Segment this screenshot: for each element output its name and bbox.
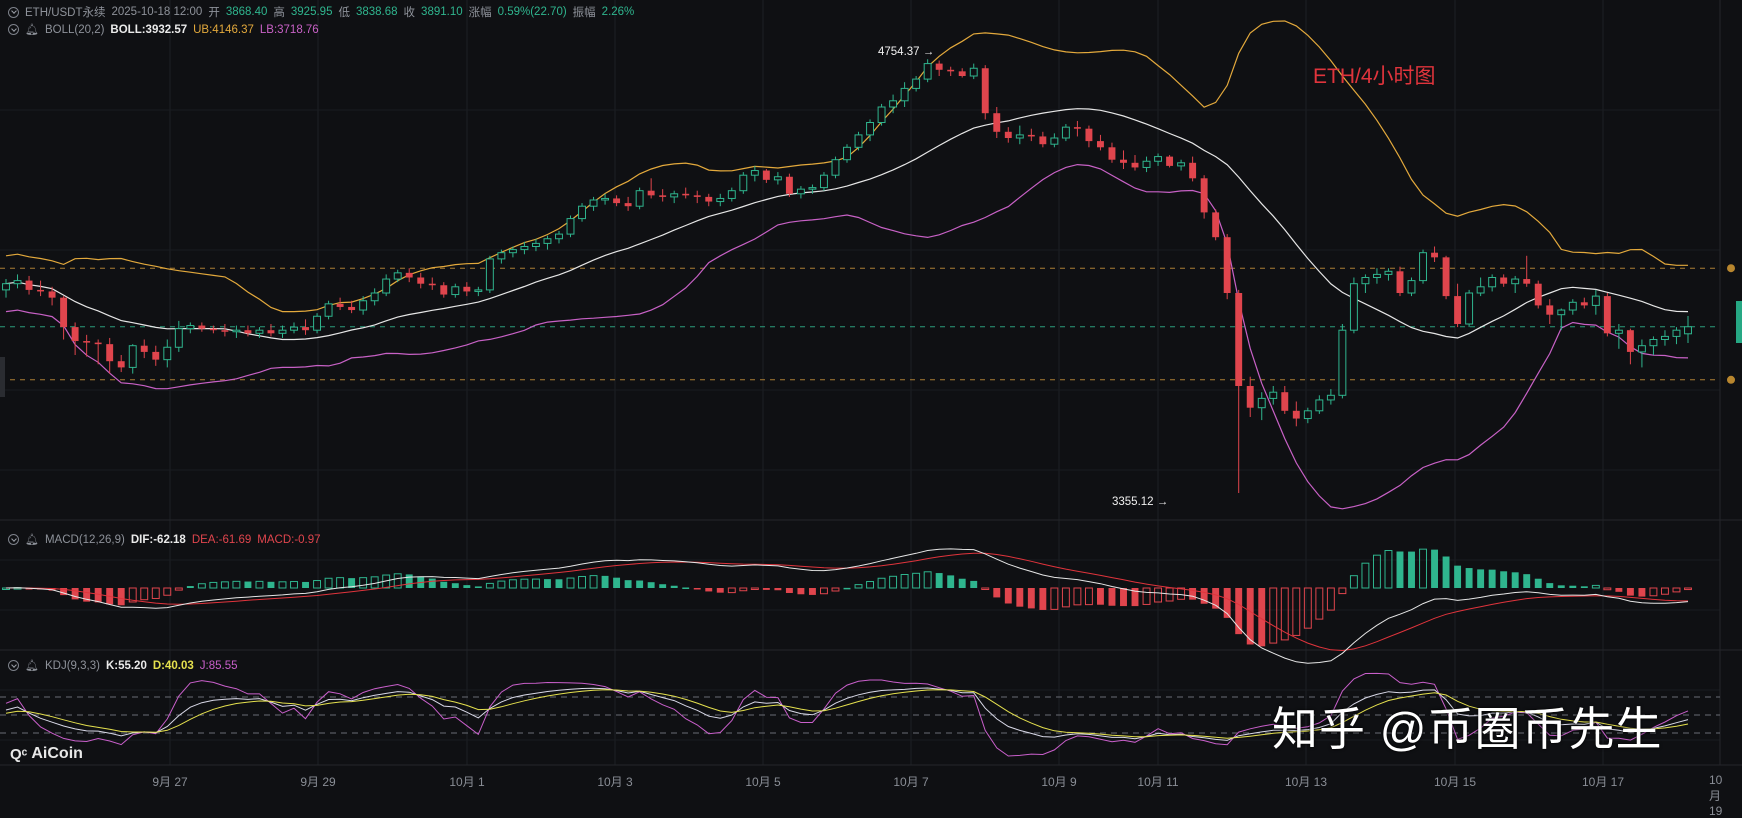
collapse-chevron-icon[interactable]: [8, 6, 19, 18]
amplitude-value: 2.26%: [601, 6, 635, 18]
change-value: 0.59%(22.70): [497, 6, 567, 18]
macd-indicator-name[interactable]: MACD(12,26,9): [44, 533, 125, 546]
x-axis-tick-label: 10月 7: [893, 775, 929, 789]
alert-bell-icon[interactable]: 🔔︎: [25, 660, 39, 672]
macd-dif-value: DIF:-62.18: [130, 533, 186, 546]
open-value: 3868.40: [225, 6, 268, 18]
boll-ub-value: UB:4146.37: [193, 23, 254, 36]
x-axis-tick-label: 10月 5: [745, 775, 781, 789]
symbol-legend: ETH/USDT永续 2025-10-18 12:00 开 3868.40 高 39…: [8, 4, 634, 20]
collapse-chevron-icon[interactable]: [8, 534, 19, 545]
candle-datetime: 2025-10-18 12:00: [111, 6, 203, 18]
close-value: 3891.10: [421, 6, 463, 18]
watermark-text: 知乎 @币圈币先生: [1272, 703, 1663, 755]
x-axis-tick-label: 10月 9: [1041, 775, 1077, 789]
kdj-indicator-name[interactable]: KDJ(9,3,3): [44, 659, 100, 672]
close-label: 收: [403, 7, 416, 19]
kdj-legend: 🔔︎ KDJ(9,3,3) K:55.20 D:40.03 J:85.55: [8, 659, 238, 672]
current-price-axis-marker: [1736, 301, 1742, 343]
boll-lb-value: LB:3718.76: [259, 23, 319, 36]
macd-legend: 🔔︎ MACD(12,26,9) DIF:-62.18 DEA:-61.69 M…: [8, 533, 321, 546]
x-axis-tick-label: 10月 3: [597, 775, 633, 789]
x-axis-tick-label: 10月 13: [1284, 775, 1328, 789]
macd-dea-value: DEA:-61.69: [191, 533, 252, 546]
chart-canvas[interactable]: [0, 0, 1742, 796]
chart-annotation-title: ETH/4小时图: [1313, 65, 1436, 88]
alert-bell-icon[interactable]: 🔔︎: [25, 534, 39, 546]
alert-bell-icon[interactable]: 🔔︎: [25, 24, 39, 36]
x-axis-tick-label: 9月 29: [300, 775, 336, 789]
x-axis-tick-label: 10月 1: [449, 775, 485, 789]
high-price-marker: 4754.37 →: [878, 46, 935, 58]
open-label: 开: [208, 7, 220, 19]
aicoin-logo-icon: Qᶜ: [10, 745, 28, 763]
collapse-chevron-icon[interactable]: [8, 660, 19, 671]
kdj-k-value: K:55.20: [105, 659, 147, 672]
change-label: 涨幅: [468, 7, 492, 19]
x-axis-tick-label: 10月 15: [1433, 775, 1477, 789]
amplitude-label: 振幅: [572, 7, 596, 19]
kdj-j-value: J:85.55: [199, 659, 238, 672]
low-value: 3838.68: [355, 6, 398, 18]
boll-indicator-name[interactable]: BOLL(20,2): [44, 23, 105, 36]
left-panel-handle[interactable]: [0, 357, 5, 397]
symbol-name: ETH/USDT永续: [25, 7, 106, 19]
high-value: 3925.95: [290, 6, 333, 18]
macd-hist-value: MACD:-0.97: [257, 533, 321, 546]
boll-legend: 🔔︎ BOLL(20,2) BOLL:3932.57 UB:4146.37 LB…: [8, 23, 319, 36]
kdj-d-value: D:40.03: [152, 659, 194, 672]
brand-name: AiCoin: [31, 745, 83, 762]
collapse-chevron-icon[interactable]: [8, 24, 19, 35]
low-price-marker: 3355.12 →: [1112, 496, 1169, 508]
x-axis-tick-label: 10月 11: [1137, 775, 1179, 789]
low-label: 低: [338, 7, 350, 19]
x-axis-tick-label: 9月 27: [152, 775, 188, 789]
x-axis-tick-label: 10月 17: [1581, 775, 1625, 789]
high-label: 高: [273, 7, 285, 19]
boll-mid-value: BOLL:3932.57: [110, 23, 188, 36]
brand-logo: Qᶜ AiCoin: [10, 745, 83, 763]
